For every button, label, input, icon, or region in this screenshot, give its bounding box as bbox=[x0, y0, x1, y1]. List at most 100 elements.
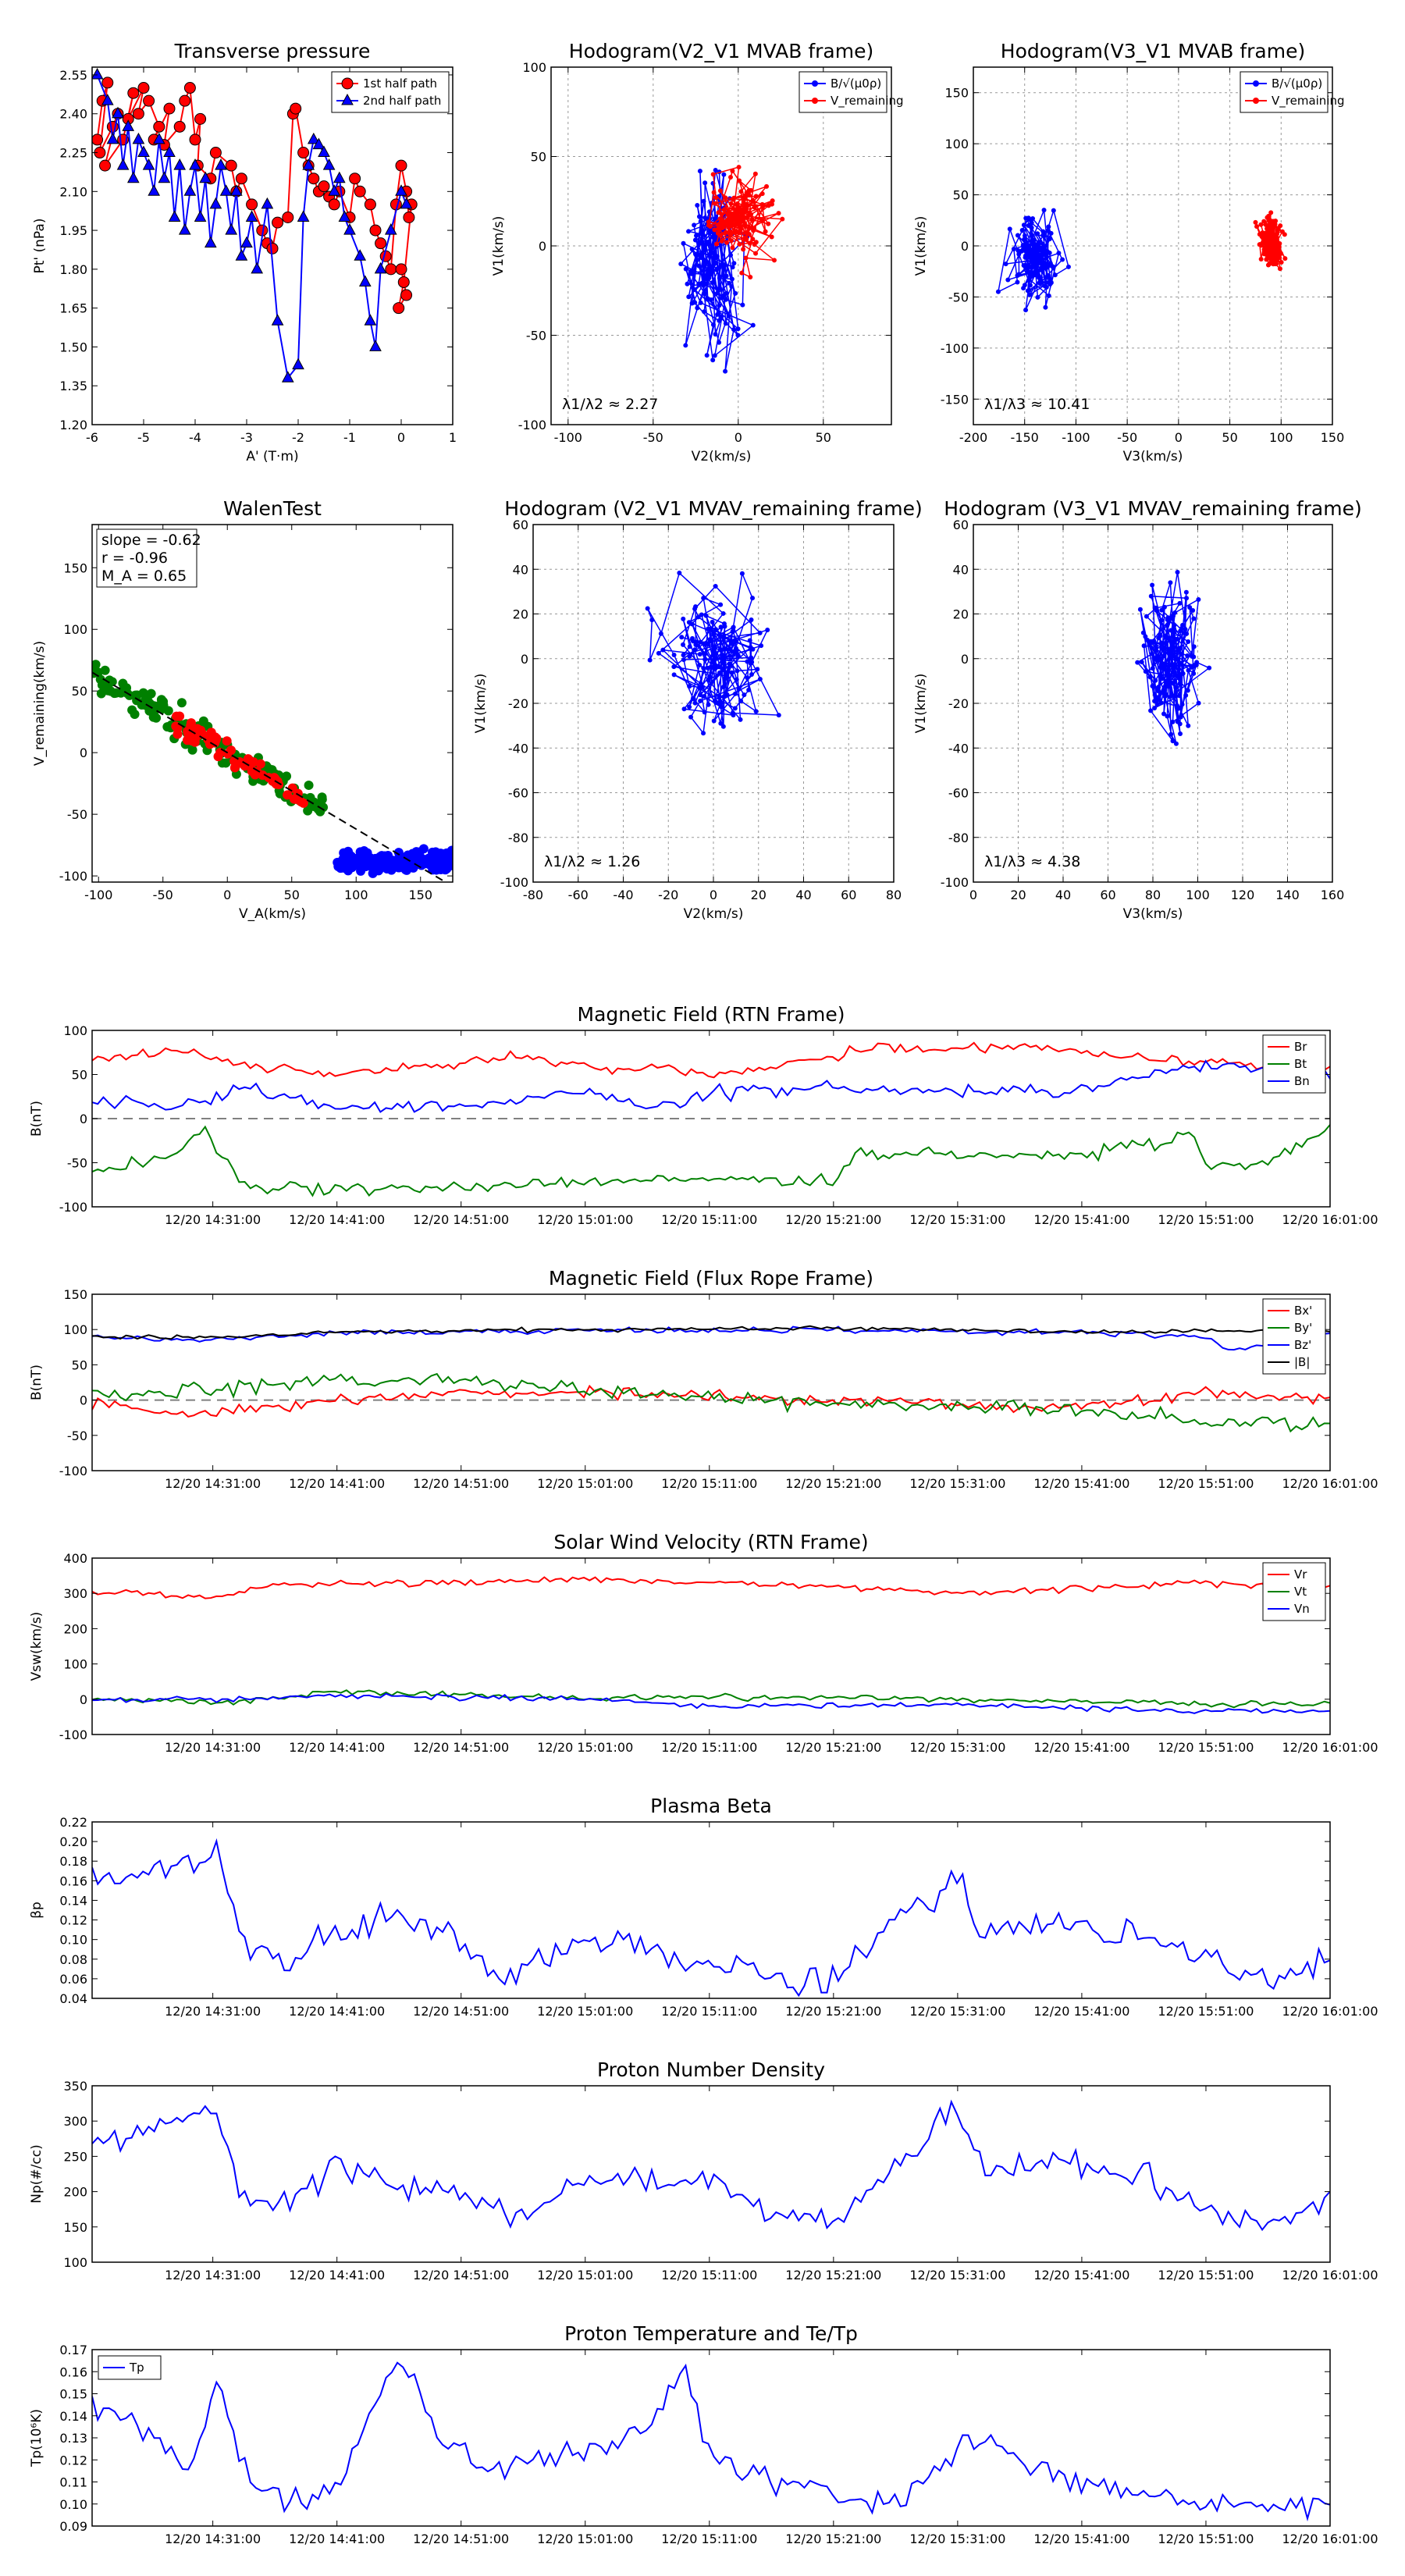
data-point bbox=[679, 635, 685, 640]
data-point bbox=[734, 677, 739, 682]
stats-text: M_A = 0.65 bbox=[101, 568, 187, 585]
legend-label: B/√(μ0ρ) bbox=[831, 76, 881, 91]
data-point bbox=[711, 718, 717, 724]
data-point bbox=[1184, 631, 1190, 636]
data-point bbox=[765, 628, 770, 633]
data-point bbox=[1190, 607, 1196, 613]
data-point bbox=[750, 646, 756, 652]
data-point bbox=[715, 311, 720, 317]
x-tick-label: 12/20 15:51:00 bbox=[1158, 2532, 1254, 2546]
y-tick-label: 50 bbox=[72, 684, 87, 699]
data-point bbox=[688, 714, 694, 720]
data-point bbox=[717, 286, 723, 291]
data-point bbox=[677, 571, 682, 576]
data-point bbox=[122, 119, 135, 131]
data-point bbox=[757, 630, 763, 635]
y-tick-label: 0.10 bbox=[59, 1933, 87, 1948]
data-point bbox=[1026, 215, 1031, 221]
data-point bbox=[729, 276, 735, 282]
data-point bbox=[681, 657, 686, 663]
y-tick-label: 200 bbox=[63, 2185, 87, 2200]
data-point bbox=[732, 706, 738, 711]
data-point bbox=[290, 794, 301, 804]
data-point bbox=[1027, 292, 1033, 297]
x-tick-label: -150 bbox=[1011, 430, 1039, 445]
data-point bbox=[733, 646, 738, 651]
data-point bbox=[1025, 269, 1030, 274]
y-tick-label: 100 bbox=[63, 1657, 87, 1672]
data-point bbox=[148, 184, 161, 196]
data-point bbox=[719, 212, 724, 217]
data-point bbox=[706, 678, 711, 683]
data-point bbox=[738, 209, 743, 215]
data-point bbox=[1269, 219, 1275, 225]
data-point bbox=[717, 303, 722, 308]
data-point bbox=[395, 184, 407, 196]
y-tick-label: 0.06 bbox=[59, 1972, 87, 1987]
data-point bbox=[1154, 702, 1160, 707]
data-point bbox=[736, 686, 742, 692]
data-point bbox=[722, 207, 727, 212]
data-point bbox=[737, 241, 742, 247]
data-point bbox=[763, 229, 768, 234]
data-point bbox=[1046, 280, 1051, 286]
data-point bbox=[1021, 286, 1026, 291]
data-point bbox=[1019, 227, 1025, 233]
data-point bbox=[723, 646, 728, 651]
data-point bbox=[728, 252, 734, 258]
data-point bbox=[707, 637, 713, 642]
data-point bbox=[728, 175, 734, 180]
y-tick-label: 0.20 bbox=[59, 1834, 87, 1849]
data-point bbox=[696, 214, 702, 219]
data-point bbox=[691, 696, 696, 702]
data-point bbox=[1046, 273, 1051, 279]
data-point bbox=[707, 674, 713, 679]
legend-label: B/√(μ0ρ) bbox=[1272, 76, 1322, 91]
x-tick-label: 12/20 16:01:00 bbox=[1282, 2004, 1378, 2019]
data-point bbox=[699, 240, 705, 246]
x-tick-label: 20 bbox=[751, 888, 767, 902]
data-point bbox=[685, 281, 690, 286]
data-point bbox=[692, 222, 697, 228]
y-axis-label: V1(km/s) bbox=[491, 216, 507, 276]
x-tick-label: 12/20 16:01:00 bbox=[1282, 2268, 1378, 2282]
data-point bbox=[1051, 208, 1056, 213]
data-point bbox=[721, 660, 727, 665]
x-tick-label: 12/20 14:41:00 bbox=[289, 2004, 385, 2019]
data-point bbox=[1282, 232, 1287, 237]
data-point bbox=[1022, 233, 1027, 239]
data-point bbox=[681, 653, 686, 658]
data-point bbox=[776, 713, 781, 718]
data-point bbox=[1190, 653, 1195, 659]
series-line bbox=[92, 2361, 1330, 2522]
data-point bbox=[745, 675, 750, 681]
y-tick-label: 0.10 bbox=[59, 2497, 87, 2512]
data-point bbox=[402, 865, 412, 875]
data-point bbox=[1253, 219, 1258, 225]
data-point bbox=[752, 242, 757, 247]
data-point bbox=[1007, 226, 1012, 232]
x-tick-label: 120 bbox=[1231, 888, 1255, 902]
y-tick-label: 0.22 bbox=[59, 1815, 87, 1830]
data-point bbox=[729, 238, 735, 244]
data-point bbox=[1176, 646, 1182, 652]
data-point bbox=[302, 158, 315, 170]
y-tick-label: -60 bbox=[948, 786, 969, 801]
data-point bbox=[1026, 276, 1032, 282]
data-point bbox=[1172, 622, 1177, 628]
x-tick-label: 50 bbox=[284, 888, 300, 902]
data-point bbox=[1021, 222, 1026, 228]
plot-area bbox=[92, 2361, 1330, 2522]
data-point bbox=[1166, 646, 1172, 652]
data-point bbox=[283, 790, 293, 800]
data-point bbox=[1172, 610, 1178, 615]
data-point bbox=[741, 216, 746, 222]
data-point bbox=[742, 194, 748, 199]
data-point bbox=[732, 207, 738, 212]
data-point bbox=[1032, 237, 1037, 243]
data-point bbox=[710, 172, 716, 177]
data-point bbox=[1177, 721, 1183, 727]
data-point bbox=[766, 221, 771, 226]
data-point bbox=[251, 262, 264, 274]
data-point bbox=[699, 280, 705, 286]
